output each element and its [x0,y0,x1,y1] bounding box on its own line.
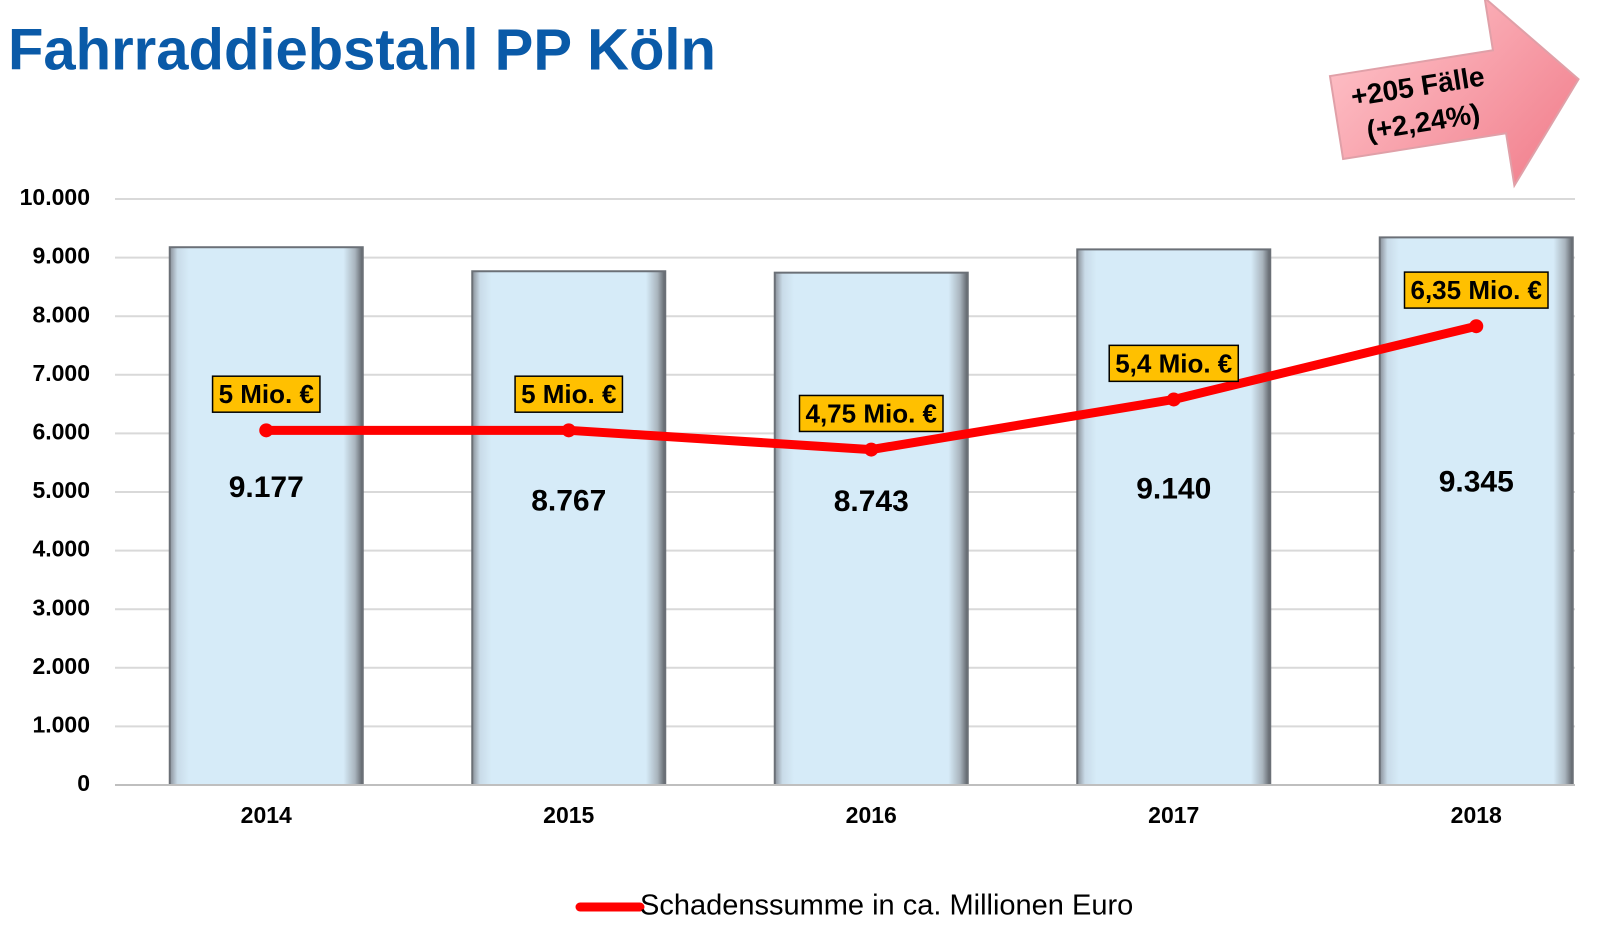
bar-value-label: 9.177 [229,471,304,504]
data-label-text: 5,4 Mio. € [1115,348,1232,378]
y-tick-label: 2.000 [32,653,90,679]
y-tick-label: 0 [77,770,90,796]
chart-title: Fahrraddiebstahl PP Köln [8,17,716,82]
y-tick-label: 9.000 [32,243,90,269]
data-label-box [798,394,944,433]
y-tick-label: 6.000 [32,418,90,444]
y-tick-label: 10.000 [20,184,90,210]
x-tick-label: 2014 [241,802,292,828]
bar-value-label: 9.345 [1439,466,1514,499]
y-tick-label: 8.000 [32,301,90,327]
data-label-text: 4,75 Mio. € [806,398,938,428]
bar [773,271,969,786]
legend-label: Schadenssumme in ca. Millionen Euro [640,890,1133,922]
x-tick-label: 2016 [846,802,897,828]
y-tick-label: 5.000 [32,477,90,503]
y-tick-label: 1.000 [32,711,90,737]
data-label: 6,35 Mio. € [1403,271,1549,309]
data-label-box [1108,344,1240,383]
data-label: 5 Mio. € [211,375,321,413]
data-label: 5,4 Mio. € [1108,344,1240,383]
line-point [1166,392,1181,407]
line-point [561,423,576,438]
data-label: 4,75 Mio. € [798,394,944,433]
bar-value-label: 8.743 [834,485,909,518]
data-label-text: 5 Mio. € [219,379,314,409]
data-label-box [514,375,624,413]
y-tick-label: 4.000 [32,536,90,562]
line-point [864,442,879,457]
line-point [1469,319,1484,334]
data-label: 5 Mio. € [514,375,624,413]
y-tick-label: 3.000 [32,594,90,620]
data-label-text: 5 Mio. € [521,379,616,409]
bar-value-label: 8.767 [531,484,606,517]
data-label-text: 6,35 Mio. € [1411,275,1543,305]
y-tick-label: 7.000 [32,360,90,386]
bar [1076,248,1272,786]
annotation-arrow: +205 Fälle (+2,24%) [1328,0,1580,189]
line-point [259,423,274,438]
x-tick-label: 2015 [543,802,594,828]
x-tick-label: 2018 [1451,802,1502,828]
x-tick-label: 2017 [1148,802,1199,828]
data-label-box [1403,271,1549,309]
bar-value-label: 9.140 [1136,472,1211,505]
data-label-box [211,375,321,413]
bar [168,246,364,787]
bar [471,270,667,787]
